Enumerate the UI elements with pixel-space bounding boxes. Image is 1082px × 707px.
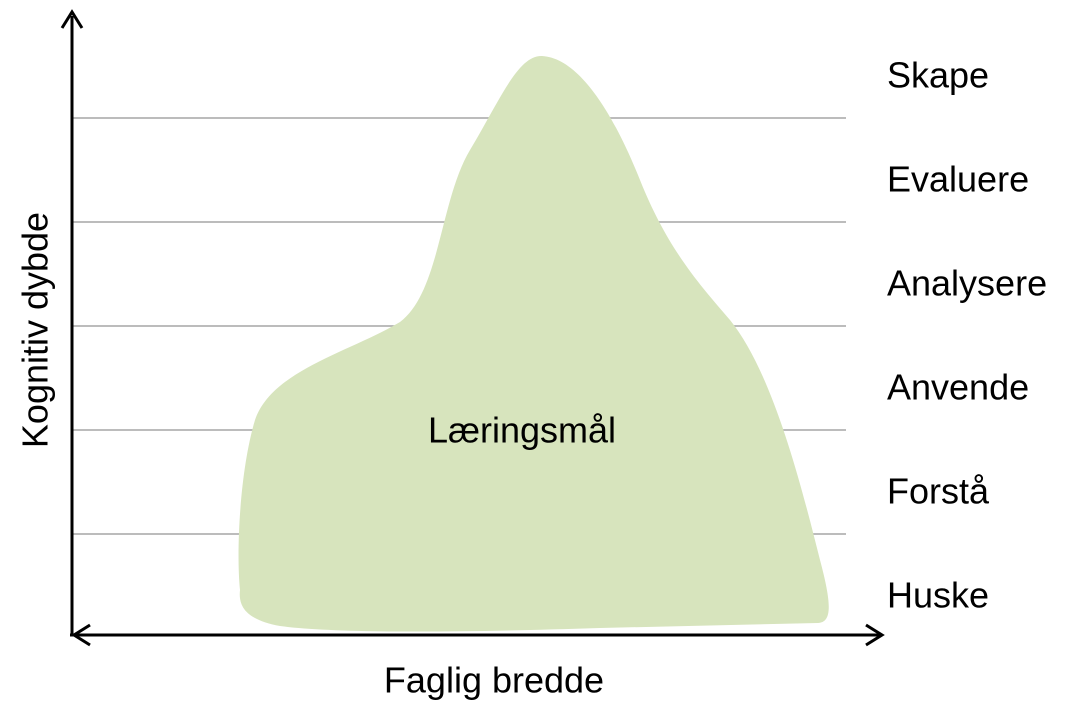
shape-label: Læringsmål (428, 410, 616, 451)
x-axis-arrow-left (71, 623, 91, 647)
learning-goal-shape (238, 55, 829, 632)
y-axis-arrow (60, 9, 84, 29)
level-label: Evaluere (887, 159, 1029, 200)
level-label: Skape (887, 55, 989, 96)
y-axis-label: Kognitiv dybde (15, 212, 56, 448)
level-label: Anvende (887, 367, 1029, 408)
x-axis-label: Faglig bredde (384, 660, 604, 701)
level-labels: Skape Evaluere Analysere Anvende Forstå Huske (887, 55, 1047, 616)
level-label: Forstå (887, 471, 990, 512)
level-label: Huske (887, 575, 989, 616)
level-label: Analysere (887, 263, 1047, 304)
x-axis-arrow (865, 623, 885, 647)
axes (60, 9, 885, 647)
